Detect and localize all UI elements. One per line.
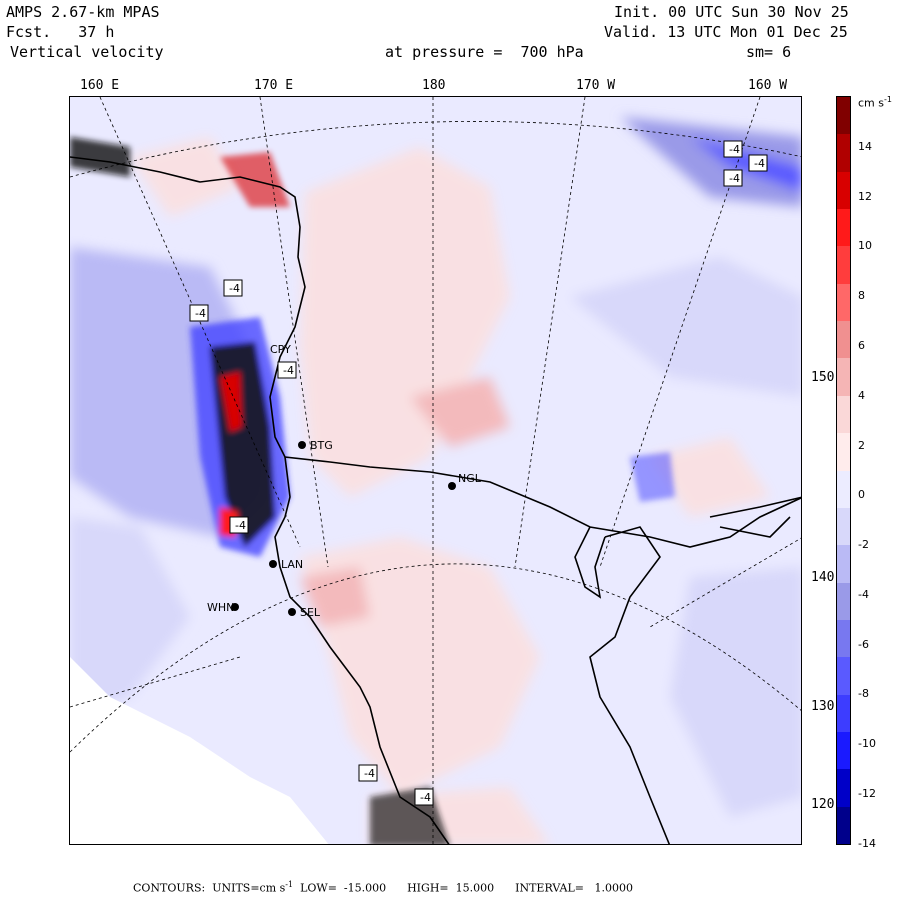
colorbar-segment bbox=[837, 470, 850, 509]
colorbar-tick-label: -12 bbox=[858, 787, 876, 801]
lon-label-180: 180 bbox=[422, 78, 446, 93]
station-lan: LAN bbox=[281, 558, 304, 571]
colorbar-tick-label: 0 bbox=[858, 488, 865, 502]
init-time: Init. 00 UTC Sun 30 Nov 25 bbox=[614, 3, 849, 21]
colorbar-segment bbox=[837, 657, 850, 696]
colorbar-tick-label: -4 bbox=[858, 587, 869, 601]
map-canvas bbox=[70, 97, 801, 844]
lon-label-170e: 170 E bbox=[254, 78, 294, 93]
colorbar bbox=[836, 96, 851, 845]
colorbar-units: cm s-1 bbox=[858, 95, 892, 110]
colorbar-segment bbox=[837, 209, 850, 247]
field-name: Vertical velocity bbox=[10, 43, 164, 61]
min-label: -4 bbox=[229, 282, 240, 295]
station-btg: BTG bbox=[310, 439, 333, 452]
colorbar-segment bbox=[837, 582, 850, 621]
station-ngl: NGL bbox=[458, 472, 481, 485]
colorbar-segment bbox=[837, 507, 850, 546]
min-label: -4 bbox=[729, 172, 740, 185]
colorbar-tick-label: -14 bbox=[858, 836, 876, 850]
min-label: -4 bbox=[283, 364, 294, 377]
colorbar-segment bbox=[837, 806, 850, 845]
station-cpy: CPY bbox=[270, 343, 291, 356]
forecast-hour: Fcst. 37 h bbox=[6, 23, 115, 41]
colorbar-tick-label: 14 bbox=[858, 139, 872, 153]
station-sel: SEL bbox=[300, 606, 321, 619]
colorbar-segment bbox=[837, 433, 850, 471]
colorbar-segment bbox=[837, 395, 850, 434]
valid-time: Valid. 13 UTC Mon 01 Dec 25 bbox=[604, 23, 848, 41]
colorbar-segment bbox=[837, 97, 850, 135]
min-label: -4 bbox=[729, 143, 740, 156]
colorbar-segment bbox=[837, 731, 850, 770]
colorbar-tick-label: -8 bbox=[858, 687, 869, 701]
colorbar-tick-label: 10 bbox=[858, 239, 872, 253]
lon-label-170w: 170 W bbox=[576, 78, 616, 93]
station-whn: WHN bbox=[207, 601, 235, 614]
min-label: -4 bbox=[195, 307, 206, 320]
colorbar-segment bbox=[837, 358, 850, 397]
colorbar-segment bbox=[837, 134, 850, 173]
colorbar-tick-label: 4 bbox=[858, 388, 865, 402]
graticule bbox=[70, 97, 801, 844]
colorbar-segment bbox=[837, 694, 850, 733]
model-title: AMPS 2.67-km MPAS bbox=[6, 3, 160, 21]
colorbar-segment bbox=[837, 171, 850, 210]
colorbar-tick-label: 12 bbox=[858, 189, 872, 203]
min-label: -4 bbox=[364, 767, 375, 780]
colorbar-segment bbox=[837, 283, 850, 322]
colorbar-segment bbox=[837, 246, 850, 285]
coastline bbox=[70, 156, 801, 844]
map-panel: -4 -4 -4 -4 -4 -4 -4 -4 -4 CPY BTG NGL L… bbox=[69, 96, 802, 845]
colorbar-segment bbox=[837, 619, 850, 658]
no-data-region bbox=[70, 657, 329, 844]
lon-label-160w: 160 W bbox=[748, 78, 788, 93]
colorbar-tick-label: 6 bbox=[858, 338, 865, 352]
min-label: -4 bbox=[235, 519, 246, 532]
min-label: -4 bbox=[754, 157, 765, 170]
colorbar-segment bbox=[837, 321, 850, 359]
colorbar-tick-label: -6 bbox=[858, 637, 869, 651]
smoothing: sm= 6 bbox=[746, 43, 792, 61]
lon-label-160e: 160 E bbox=[80, 78, 120, 93]
colorbar-tick-label: -2 bbox=[858, 538, 869, 552]
station-markers bbox=[231, 441, 456, 616]
colorbar-segment bbox=[837, 769, 850, 808]
contour-info: CONTOURS: UNITS=cm s-1 LOW= -15.000 HIGH… bbox=[133, 880, 633, 895]
min-label: -4 bbox=[420, 791, 431, 804]
colorbar-tick-label: -10 bbox=[858, 737, 876, 751]
colorbar-tick-label: 2 bbox=[858, 438, 865, 452]
colorbar-tick-label: 8 bbox=[858, 289, 865, 303]
minimum-label-boxes bbox=[189, 140, 768, 806]
pressure-level: at pressure = 700 hPa bbox=[385, 43, 584, 61]
transantarctic-convection-band bbox=[70, 137, 675, 844]
colorbar-segment bbox=[837, 545, 850, 584]
